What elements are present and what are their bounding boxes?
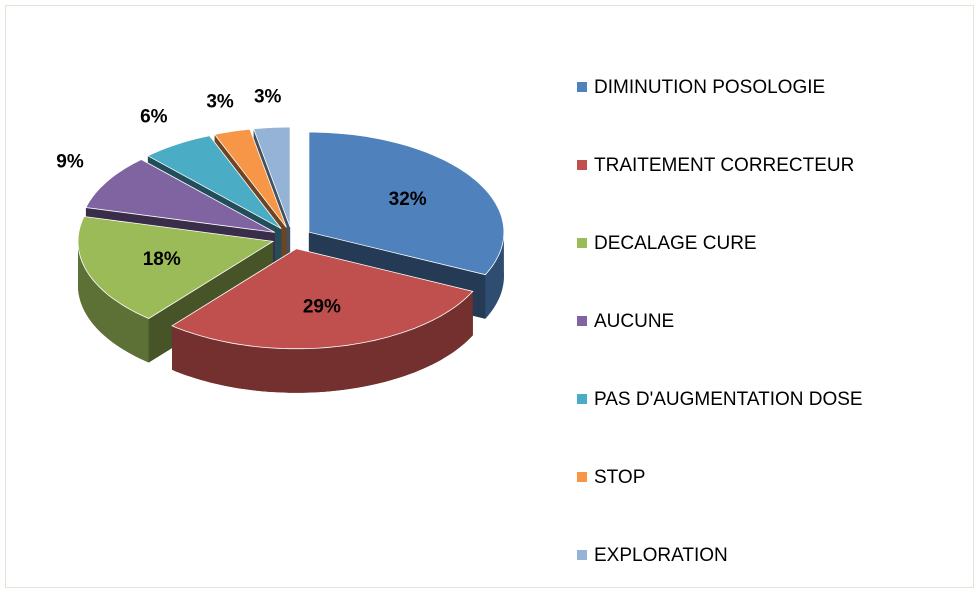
legend-label: EXPLORATION — [594, 545, 728, 566]
data-label: 32% — [389, 189, 427, 210]
slice-side — [172, 291, 473, 393]
legend-swatch — [577, 472, 587, 482]
legend-label: STOP — [594, 467, 645, 488]
legend-label: TRAITEMENT CORRECTEUR — [594, 155, 854, 176]
slice — [253, 126, 291, 228]
slice — [308, 131, 505, 276]
data-label: 18% — [143, 249, 181, 270]
slice-group — [171, 248, 474, 393]
legend-swatch — [577, 394, 587, 404]
slice — [171, 248, 474, 350]
slice — [146, 135, 282, 230]
legend-swatch — [577, 550, 587, 560]
legend-label: DIMINUTION POSOLOGIE — [594, 77, 825, 98]
legend-label: DECALAGE CURE — [594, 233, 757, 254]
legend-swatch — [577, 82, 587, 92]
legend-swatch — [577, 238, 587, 248]
data-label: 6% — [140, 107, 168, 128]
legend-swatch — [577, 160, 587, 170]
slice-side — [78, 241, 149, 363]
data-label: 9% — [56, 151, 84, 172]
slice — [213, 128, 287, 228]
slice — [77, 216, 275, 319]
data-label: 3% — [254, 87, 282, 108]
data-label: 3% — [206, 91, 234, 112]
legend-label: AUCUNE — [594, 311, 674, 332]
slice — [85, 159, 275, 233]
legend-swatch — [577, 316, 587, 326]
legend-label: PAS D'AUGMENTATION DOSE — [594, 389, 863, 410]
data-label: 29% — [303, 296, 341, 317]
